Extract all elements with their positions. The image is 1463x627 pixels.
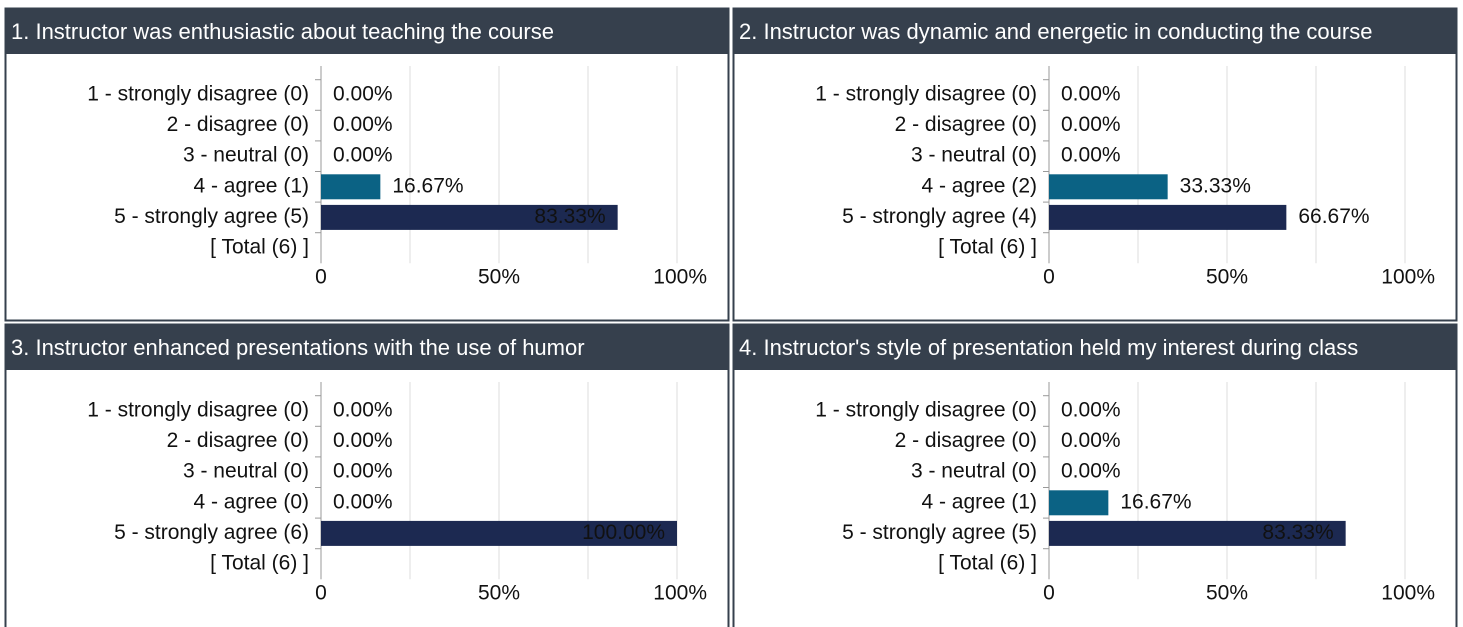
y-tick-label: 5 - strongly agree (5) xyxy=(114,205,309,228)
y-tick-label: 1 - strongly disagree (0) xyxy=(87,83,309,106)
value-label: 0.00% xyxy=(333,83,393,106)
y-tick-label: 1 - strongly disagree (0) xyxy=(815,83,1037,106)
y-tick-label: 1 - strongly disagree (0) xyxy=(815,399,1037,422)
y-tick-label: 5 - strongly agree (4) xyxy=(842,205,1037,228)
value-label: 0.00% xyxy=(1061,399,1121,422)
bar xyxy=(1049,520,1346,546)
bar xyxy=(1049,490,1109,516)
bar xyxy=(1049,204,1287,230)
panel-header xyxy=(733,324,1457,370)
x-tick-label: 0 xyxy=(1043,266,1055,289)
bar xyxy=(1049,174,1168,200)
y-tick-label: 4 - agree (1) xyxy=(921,490,1037,513)
y-tick-label: [ Total (6) ] xyxy=(938,552,1037,575)
y-tick-label: 5 - strongly agree (5) xyxy=(842,521,1037,544)
value-label: 0.00% xyxy=(333,399,393,422)
x-tick-label: 100% xyxy=(653,266,707,289)
y-tick-label: [ Total (6) ] xyxy=(210,552,309,575)
y-tick-label: [ Total (6) ] xyxy=(938,236,1037,259)
y-tick-label: [ Total (6) ] xyxy=(210,236,309,259)
panel-header xyxy=(5,8,729,54)
x-tick-label: 50% xyxy=(478,582,520,605)
y-tick-label: 3 - neutral (0) xyxy=(183,144,309,167)
y-tick-label: 5 - strongly agree (6) xyxy=(114,521,309,544)
panel-title: 2. Instructor was dynamic and energetic … xyxy=(739,19,1372,44)
panel xyxy=(4,7,730,322)
y-tick-label: 3 - neutral (0) xyxy=(911,460,1037,483)
value-label: 0.00% xyxy=(1061,429,1121,452)
value-label: 16.67% xyxy=(392,174,463,197)
panel xyxy=(4,323,730,627)
value-label: 0.00% xyxy=(333,144,393,167)
panel xyxy=(732,7,1458,322)
panel-title: 3. Instructor enhanced presentations wit… xyxy=(11,335,585,360)
x-tick-label: 100% xyxy=(653,582,707,605)
x-tick-label: 100% xyxy=(1381,266,1435,289)
y-tick-label: 3 - neutral (0) xyxy=(911,144,1037,167)
x-tick-label: 0 xyxy=(1043,582,1055,605)
value-label: 83.33% xyxy=(534,205,605,228)
value-label: 16.67% xyxy=(1120,490,1191,513)
y-tick-label: 2 - disagree (0) xyxy=(895,113,1037,136)
value-label: 0.00% xyxy=(333,429,393,452)
value-label: 0.00% xyxy=(333,460,393,483)
bar xyxy=(321,204,618,230)
y-tick-label: 4 - agree (2) xyxy=(921,174,1037,197)
bar xyxy=(321,520,677,546)
value-label: 33.33% xyxy=(1180,174,1251,197)
y-tick-label: 2 - disagree (0) xyxy=(167,113,309,136)
x-tick-label: 0 xyxy=(315,266,327,289)
value-label: 100.00% xyxy=(582,521,665,544)
value-label: 66.67% xyxy=(1298,205,1369,228)
panel xyxy=(732,323,1458,627)
value-label: 0.00% xyxy=(1061,460,1121,483)
panel-header xyxy=(5,324,729,370)
value-label: 0.00% xyxy=(1061,113,1121,136)
value-label: 0.00% xyxy=(1061,83,1121,106)
y-tick-label: 3 - neutral (0) xyxy=(183,460,309,483)
y-tick-label: 2 - disagree (0) xyxy=(167,429,309,452)
x-tick-label: 50% xyxy=(1206,266,1248,289)
y-tick-label: 4 - agree (1) xyxy=(193,174,309,197)
x-tick-label: 50% xyxy=(478,266,520,289)
y-tick-label: 1 - strongly disagree (0) xyxy=(87,399,309,422)
value-label: 83.33% xyxy=(1262,521,1333,544)
y-tick-label: 4 - agree (0) xyxy=(193,490,309,513)
panel-header xyxy=(733,8,1457,54)
bar xyxy=(321,174,381,200)
x-tick-label: 0 xyxy=(315,582,327,605)
value-label: 0.00% xyxy=(1061,144,1121,167)
panel-title: 1. Instructor was enthusiastic about tea… xyxy=(11,19,554,44)
y-tick-label: 2 - disagree (0) xyxy=(895,429,1037,452)
x-tick-label: 50% xyxy=(1206,582,1248,605)
x-tick-label: 100% xyxy=(1381,582,1435,605)
value-label: 0.00% xyxy=(333,113,393,136)
panel-title: 4. Instructor's style of presentation he… xyxy=(739,335,1358,360)
value-label: 0.00% xyxy=(333,490,393,513)
